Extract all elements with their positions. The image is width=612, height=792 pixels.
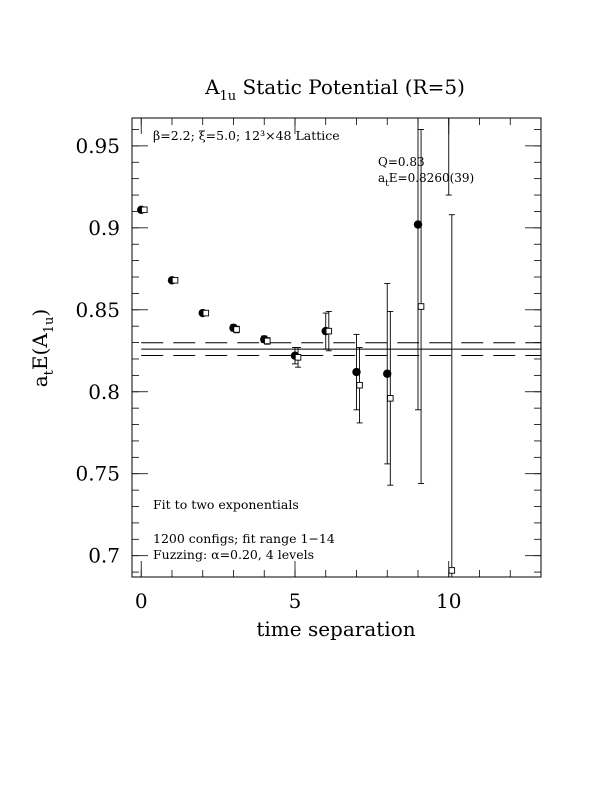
energy-annotation: atE=0.8260(39) — [378, 171, 474, 189]
y-tick-label: 0.8 — [88, 380, 120, 404]
data-point — [325, 327, 333, 335]
chart-title: A1u Static Potential (R=5) — [204, 75, 465, 104]
fuzzing-annotation: Fuzzing: α=0.20, 4 levels — [153, 547, 314, 562]
data-point — [294, 354, 302, 361]
data-point — [383, 369, 392, 378]
y-tick-label: 0.7 — [88, 544, 120, 568]
y-tick-label: 0.9 — [88, 216, 120, 240]
data-point — [417, 303, 425, 310]
x-tick-label: 0 — [135, 589, 148, 613]
data-point — [202, 309, 210, 317]
data-point — [171, 277, 179, 284]
y-tick-label: 0.85 — [75, 298, 120, 322]
axis-tick-labels: 0.7 0.75 0.8 0.85 0.9 0.95 0 5 10 — [75, 134, 461, 613]
data-point — [141, 206, 148, 214]
q-value-annotation: Q=0.83 — [378, 155, 425, 169]
fit-band — [141, 342, 541, 357]
data-series — [137, 118, 456, 577]
x-tick-label: 10 — [436, 589, 461, 613]
plot-frame — [131, 117, 542, 578]
x-axis-label: time separation — [256, 617, 415, 641]
y-tick-label: 0.75 — [75, 462, 120, 486]
data-point — [387, 395, 394, 402]
data-point — [352, 367, 361, 377]
data-point — [413, 220, 423, 229]
lattice-annotation: β=2.2; ξ=5.0; 12³×48 Lattice — [153, 128, 340, 143]
data-point — [356, 381, 363, 389]
configs-annotation: 1200 configs; fit range 1−14 — [153, 531, 335, 546]
data-point — [264, 337, 271, 345]
series-1 — [141, 129, 456, 577]
fit-type-annotation: Fit to two exponentials — [153, 497, 299, 512]
chart-title-subscript: 1u — [220, 89, 237, 104]
data-point — [448, 567, 456, 574]
series-0 — [137, 118, 452, 465]
data-point — [233, 326, 240, 333]
y-axis-label: atE(A1u) — [28, 309, 57, 388]
x-tick-label: 5 — [289, 589, 302, 613]
y-tick-label: 0.95 — [75, 134, 120, 158]
